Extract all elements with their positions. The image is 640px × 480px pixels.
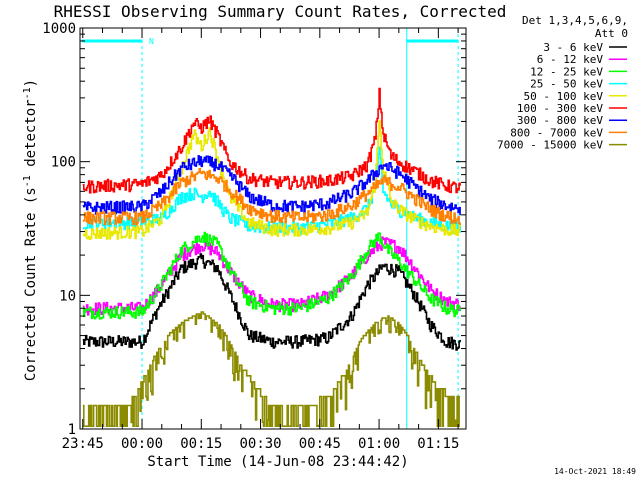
series-line xyxy=(82,236,461,316)
legend-entry-label: 800 - 7000 keV xyxy=(510,126,603,139)
series-line xyxy=(82,120,461,240)
y-axis: 1 10 100 1000 xyxy=(42,21,466,438)
x-axis-label: Start Time (14-Jun-08 23:44:42) xyxy=(147,454,408,470)
series-line xyxy=(82,253,461,351)
y-tick-label: 100 xyxy=(51,155,76,171)
series-line xyxy=(82,231,461,320)
legend-entry-label: 12 - 25 keV xyxy=(530,65,603,78)
x-tick-label: 00:45 xyxy=(299,436,341,452)
series-line xyxy=(82,87,461,194)
x-tick-label: 01:00 xyxy=(358,436,400,452)
y-axis-label-end: ) xyxy=(23,79,39,87)
series-line xyxy=(82,311,461,427)
y-axis-label-exp1: -1 xyxy=(22,175,33,187)
legend-entry-label: 25 - 50 keV xyxy=(530,78,603,91)
chart-title: RHESSI Observing Summary Count Rates, Co… xyxy=(54,2,507,21)
legend-entry-label: 6 - 12 keV xyxy=(537,53,604,66)
y-tick-label: 1000 xyxy=(42,21,76,37)
y-axis-label-exp2: -1 xyxy=(22,87,33,99)
legend-entry-label: 50 - 100 keV xyxy=(524,90,604,103)
y-axis-label-main: Corrected Count Rate (s xyxy=(23,187,39,381)
y-tick-label: 1 xyxy=(68,422,76,438)
legend-entry-label: 300 - 800 keV xyxy=(517,114,603,127)
x-tick-label: 00:15 xyxy=(180,436,222,452)
plot-frame xyxy=(79,27,467,430)
timestamp-label: 14-Oct-2021 18:49 xyxy=(554,467,636,476)
x-tick-label: 00:00 xyxy=(121,436,163,452)
x-tick-label: 23:45 xyxy=(62,436,104,452)
y-axis-label-mid: detector xyxy=(23,99,39,175)
legend-header-line: Det 1,3,4,5,6,9, xyxy=(522,14,628,27)
x-tick-label: 00:30 xyxy=(239,436,281,452)
night-marker-label: N xyxy=(149,37,154,46)
legend-entry-label: 7000 - 15000 keV xyxy=(497,139,603,152)
series-lines xyxy=(82,87,461,427)
legend-header-line: Att 0 xyxy=(595,27,628,40)
series-line xyxy=(82,168,461,226)
y-axis-label: Corrected Count Rate (s-1 detector-1) xyxy=(22,79,39,381)
y-tick-label: 10 xyxy=(59,288,76,304)
x-axis: 23:45 00:00 00:15 00:30 00:45 01:00 01:15 xyxy=(62,28,459,452)
x-tick-label: 01:15 xyxy=(417,436,459,452)
legend-entry-label: 3 - 6 keV xyxy=(543,41,603,54)
legend-entry-label: 100 - 300 keV xyxy=(517,102,603,115)
